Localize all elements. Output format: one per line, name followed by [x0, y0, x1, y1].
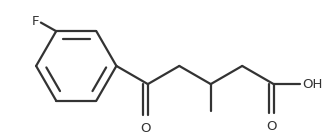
Text: OH: OH: [302, 78, 323, 91]
Text: O: O: [141, 122, 151, 135]
Text: F: F: [32, 15, 39, 28]
Text: O: O: [266, 120, 277, 133]
